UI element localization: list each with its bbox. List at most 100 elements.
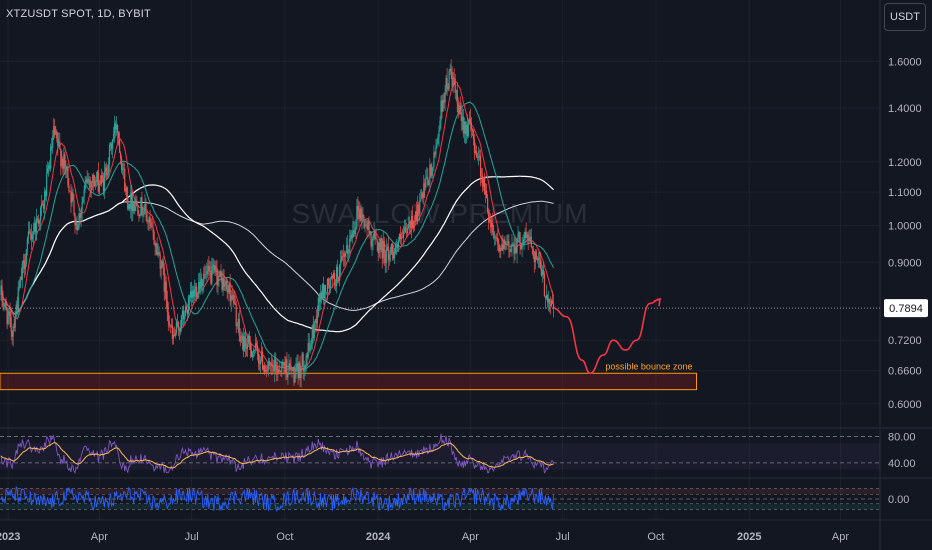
candle-body bbox=[457, 103, 459, 114]
last-price-line: 0.7894 bbox=[0, 299, 928, 318]
candle-body bbox=[75, 222, 77, 226]
candle-body bbox=[232, 295, 234, 300]
candle-body bbox=[376, 239, 378, 243]
candle-body bbox=[72, 192, 74, 201]
candle-body bbox=[44, 191, 46, 209]
candle-body bbox=[86, 179, 88, 183]
candle-body bbox=[58, 141, 60, 146]
candle-body bbox=[51, 146, 53, 148]
candle-body bbox=[373, 231, 375, 239]
candle-body bbox=[506, 243, 508, 245]
osc-upper-band bbox=[0, 488, 880, 495]
candle-body bbox=[46, 173, 48, 197]
candle-body bbox=[529, 236, 531, 239]
candle-body bbox=[255, 343, 258, 346]
candle-body bbox=[427, 177, 429, 185]
candle-body bbox=[202, 282, 204, 287]
candle-body bbox=[276, 365, 278, 373]
candle-body bbox=[257, 353, 260, 363]
candle-body bbox=[181, 310, 184, 316]
candle-body bbox=[436, 144, 438, 147]
candle-body bbox=[106, 173, 109, 176]
candle-body bbox=[69, 191, 71, 192]
currency-unit-button[interactable]: USDT bbox=[884, 3, 926, 31]
candle-body bbox=[408, 221, 411, 224]
candle-body bbox=[76, 222, 78, 231]
candle-body bbox=[320, 292, 322, 300]
candle-body bbox=[268, 361, 270, 367]
candle-body bbox=[147, 220, 149, 223]
candle-body bbox=[140, 197, 142, 215]
candle-body bbox=[520, 245, 522, 249]
candle-body bbox=[493, 232, 495, 239]
candle-body bbox=[516, 238, 518, 253]
candle-body bbox=[244, 336, 246, 348]
candle-body bbox=[546, 294, 549, 303]
candle-body bbox=[455, 90, 457, 93]
candle-body bbox=[523, 239, 525, 243]
candle-body bbox=[312, 325, 314, 338]
candle-body bbox=[33, 223, 36, 232]
candle-body bbox=[150, 222, 152, 227]
candle-body bbox=[83, 189, 85, 198]
candle-body bbox=[383, 241, 385, 256]
candle-body bbox=[344, 253, 346, 257]
candle-body bbox=[412, 216, 414, 228]
candle-body bbox=[440, 100, 442, 121]
candle-body bbox=[540, 267, 542, 276]
candle-body bbox=[164, 281, 166, 292]
candle-body bbox=[218, 276, 220, 277]
candle-body bbox=[417, 204, 419, 221]
candle-body bbox=[532, 248, 534, 257]
candle-body bbox=[430, 164, 432, 176]
candle-body bbox=[223, 278, 225, 287]
candle-body bbox=[304, 365, 306, 370]
candle-body bbox=[501, 244, 503, 251]
candle-body bbox=[413, 221, 415, 228]
candle-body bbox=[81, 202, 83, 212]
candle-body bbox=[380, 238, 382, 250]
osc-level-label: 0.00 bbox=[888, 494, 909, 506]
candle-body bbox=[449, 68, 451, 71]
candle-body bbox=[146, 212, 148, 221]
candle-body bbox=[247, 335, 249, 344]
time-tick-label: Jul bbox=[556, 531, 570, 543]
candle-body bbox=[368, 221, 370, 234]
candle-body bbox=[230, 295, 232, 302]
projection-curve bbox=[552, 298, 661, 375]
symbol-title: XTZUSDT SPOT, 1D, BYBIT bbox=[6, 8, 151, 20]
candle-body bbox=[514, 247, 516, 254]
candle-body bbox=[224, 284, 226, 287]
candle-body bbox=[464, 121, 466, 134]
rsi-pane: 80.00 40.00 bbox=[0, 432, 916, 474]
candle-body bbox=[531, 246, 533, 249]
candle-body bbox=[24, 263, 26, 270]
candle-body bbox=[211, 266, 213, 284]
candle-body bbox=[416, 211, 418, 221]
candle-body bbox=[56, 131, 58, 139]
candle-body bbox=[282, 362, 284, 363]
candle-body bbox=[360, 208, 362, 222]
candle-body bbox=[474, 150, 477, 153]
candle-body bbox=[494, 237, 496, 239]
candle-body bbox=[228, 283, 230, 293]
candle-body bbox=[549, 303, 552, 306]
candle-body bbox=[334, 285, 337, 287]
candle-body bbox=[92, 174, 94, 183]
candle-body bbox=[157, 252, 159, 255]
candle-body bbox=[299, 362, 301, 378]
candle-body bbox=[95, 180, 97, 182]
candle-body bbox=[78, 213, 80, 228]
candle-body bbox=[128, 203, 130, 209]
candle-body bbox=[316, 315, 318, 324]
candle-body bbox=[176, 321, 179, 323]
candle-body bbox=[463, 121, 465, 134]
candle-body bbox=[249, 342, 252, 350]
candle-body bbox=[433, 152, 435, 167]
candle-body bbox=[460, 112, 462, 122]
candle-body bbox=[469, 118, 472, 123]
candle-body bbox=[324, 285, 327, 294]
candle-body bbox=[326, 279, 329, 293]
candle-body bbox=[256, 345, 259, 354]
